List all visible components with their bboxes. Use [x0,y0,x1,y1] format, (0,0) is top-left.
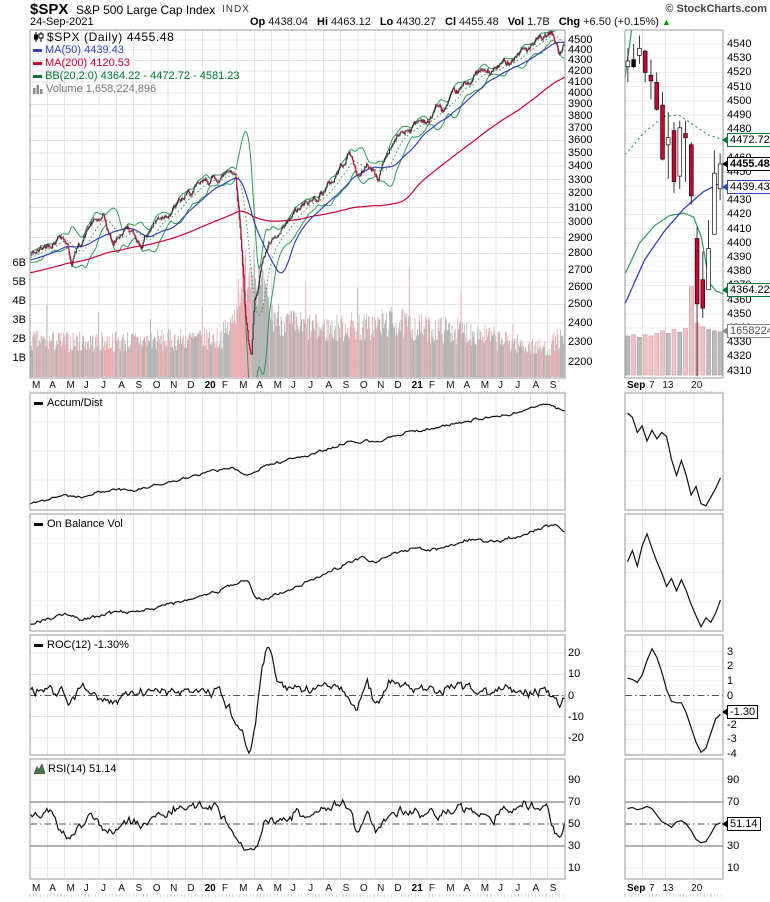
stock-chart-canvas [29,29,724,897]
